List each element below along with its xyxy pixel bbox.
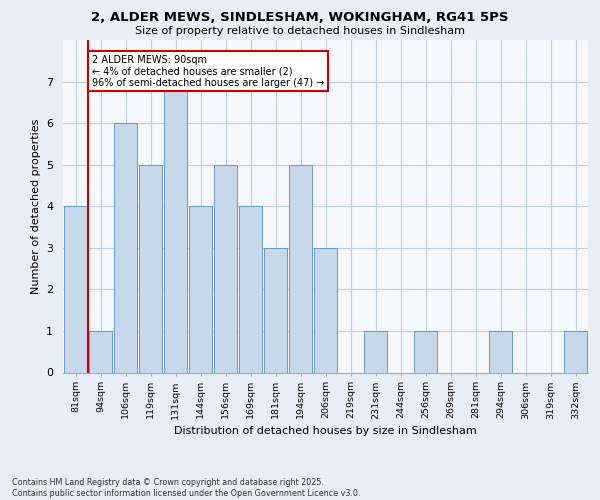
Text: Size of property relative to detached houses in Sindlesham: Size of property relative to detached ho… xyxy=(135,26,465,36)
Bar xyxy=(239,206,262,372)
Bar xyxy=(564,331,587,372)
Y-axis label: Number of detached properties: Number of detached properties xyxy=(31,118,41,294)
Bar xyxy=(314,248,337,372)
Text: 2, ALDER MEWS, SINDLESHAM, WOKINGHAM, RG41 5PS: 2, ALDER MEWS, SINDLESHAM, WOKINGHAM, RG… xyxy=(91,11,509,24)
Text: 2 ALDER MEWS: 90sqm
← 4% of detached houses are smaller (2)
96% of semi-detached: 2 ALDER MEWS: 90sqm ← 4% of detached hou… xyxy=(92,54,324,88)
Bar xyxy=(64,206,87,372)
Bar xyxy=(214,164,237,372)
Bar xyxy=(489,331,512,372)
Bar xyxy=(364,331,387,372)
Bar xyxy=(89,331,112,372)
Bar xyxy=(164,82,187,372)
Bar xyxy=(289,164,312,372)
Text: Contains HM Land Registry data © Crown copyright and database right 2025.
Contai: Contains HM Land Registry data © Crown c… xyxy=(12,478,361,498)
Bar xyxy=(264,248,287,372)
Bar xyxy=(139,164,162,372)
Bar xyxy=(189,206,212,372)
Bar xyxy=(114,123,137,372)
X-axis label: Distribution of detached houses by size in Sindlesham: Distribution of detached houses by size … xyxy=(174,426,477,436)
Bar xyxy=(414,331,437,372)
